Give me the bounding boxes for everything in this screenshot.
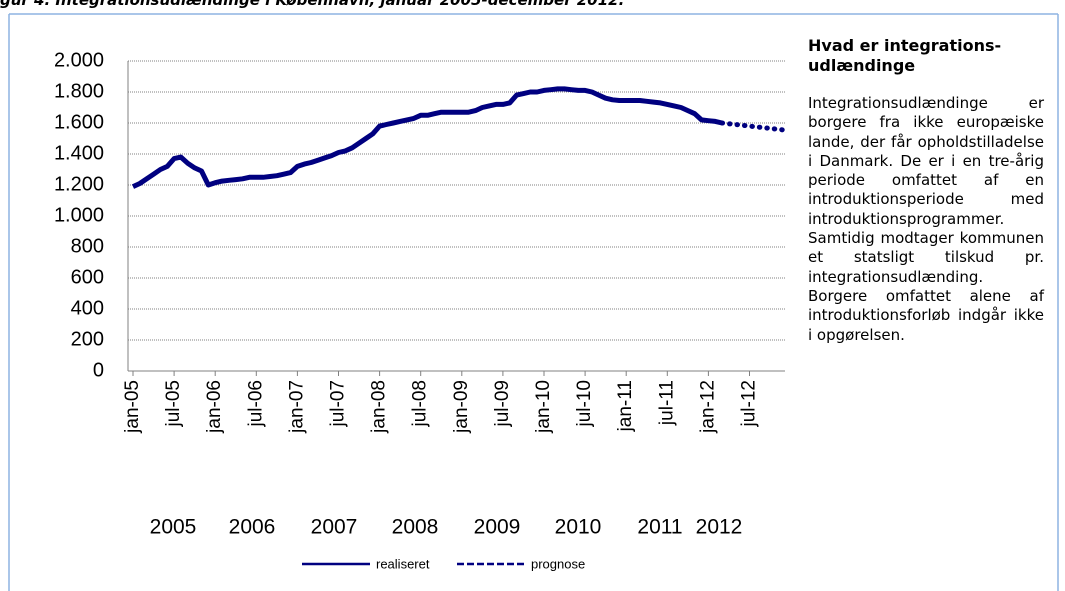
info-box: Hvad er integrations-udlændinge Integrat… [800,30,1050,582]
year-label: 2007 [311,516,358,539]
y-tick-label: 1.200 [54,173,104,195]
y-tick-label: 1.400 [54,142,104,164]
info-body: Integrationsudlændinge er borgere fra ik… [808,94,1044,344]
y-tick-label: 2.000 [54,49,104,71]
year-label: 2009 [474,516,521,539]
year-label: 2010 [555,516,602,539]
y-tick-label: 0 [93,359,104,381]
x-tick-label: jul-08 [410,380,431,427]
x-tick-label: jul-05 [163,380,184,427]
x-tick-label: jan-11 [615,380,636,432]
y-tick-label: 800 [71,235,104,257]
year-label: 2006 [229,516,276,539]
year-label: 2005 [150,516,197,539]
legend-label: realiseret [376,556,430,571]
figure-title: gur 4. Integrationsudlændinge i Københav… [0,0,625,9]
y-tick-label: 200 [71,328,104,350]
x-tick-label: jan-07 [286,380,307,434]
x-tick-label: jul-07 [328,380,349,427]
x-tick-label: jan-12 [697,380,718,434]
y-tick-label: 1.000 [54,204,104,226]
info-heading: Hvad er integrations-udlændinge [808,36,1002,75]
x-tick-label: jan-09 [451,380,472,434]
x-tick-label: jan-10 [533,380,554,434]
y-tick-label: 1.600 [54,111,104,133]
x-tick-label: jul-06 [245,380,266,427]
x-tick-label: jan-06 [204,380,225,434]
data-line [719,120,787,133]
x-tick-label: jul-10 [574,380,595,427]
year-label: 2012 [696,516,743,539]
x-tick-label: jul-11 [656,380,677,426]
x-tick-label: jan-08 [369,380,390,434]
year-label: 2011 [637,516,682,539]
year-label: 2008 [392,516,439,539]
y-tick-label: 400 [71,297,104,319]
x-tick-label: jul-09 [492,380,513,427]
x-tick-label: jan-05 [122,380,143,434]
legend-label: prognose [531,556,585,571]
y-tick-label: 600 [71,266,104,288]
data-line [131,86,723,189]
x-tick-label: jul-12 [739,380,760,427]
y-tick-label: 1.800 [54,80,104,102]
